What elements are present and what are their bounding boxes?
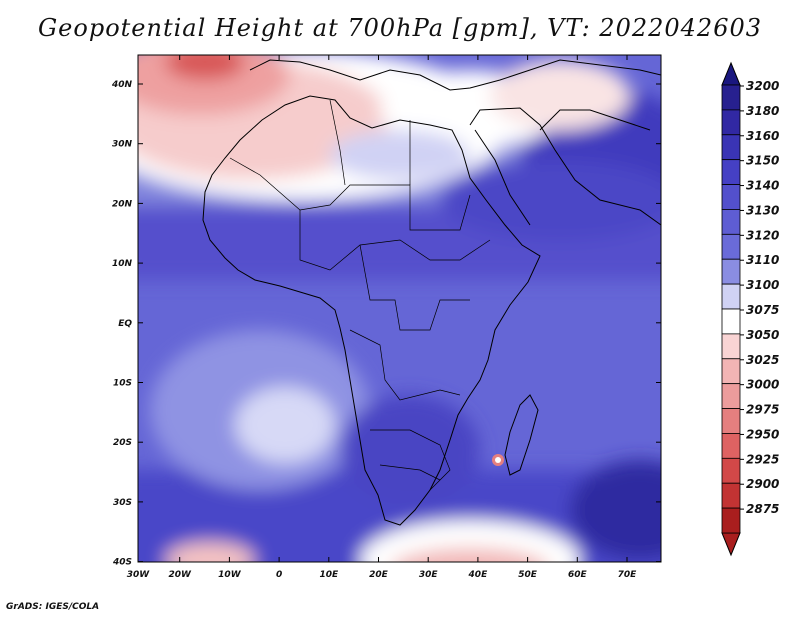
footer-credit: GrADS: IGES/COLA — [6, 602, 100, 612]
lon-tick-label: 50E — [518, 570, 538, 580]
colorbar-label: 3050 — [746, 328, 779, 342]
colorbar-swatch — [721, 209, 741, 235]
colorbar-label: 2875 — [746, 502, 779, 516]
colorbar-label: 3075 — [746, 303, 779, 317]
lon-tick-label: 20W — [168, 570, 192, 580]
colorbar-label: 2900 — [746, 477, 779, 491]
colorbar-label: 3025 — [746, 353, 779, 367]
colorbar-label: 2925 — [746, 452, 779, 466]
lat-tick-label: EQ — [118, 319, 132, 329]
colorbar-label: 3140 — [746, 179, 779, 193]
country-borders — [229, 99, 491, 491]
colorbar-label: 3120 — [746, 228, 779, 242]
lat-tick-label: 30S — [113, 498, 132, 508]
lat-tick-label: 40S — [112, 558, 132, 568]
colorbar-label: 3100 — [746, 278, 779, 292]
colorbar-label: 3150 — [746, 154, 779, 168]
colorbar-label: 2950 — [746, 427, 779, 441]
height-field — [138, 55, 661, 562]
map-frame — [137, 54, 662, 563]
lat-tick-label: 20N — [112, 199, 133, 209]
colorbar-swatch — [721, 258, 741, 285]
colorbar-swatch — [721, 507, 741, 534]
lon-tick-label: 0 — [276, 570, 282, 580]
colorbar-swatch — [721, 358, 741, 385]
colorbar-swatch — [721, 283, 741, 310]
colorbar-label: 2975 — [746, 403, 779, 417]
colorbar-bottom-arrow — [721, 532, 741, 557]
colorbar-swatch — [721, 184, 741, 210]
axis-ticks: 30W 20W 10W 0 10E 20E 30E 40E 50E 60E 70E 40N 30N 20N… — [111, 55, 661, 580]
colorbar-label: 3180 — [746, 104, 779, 118]
lon-tick-label: 30E — [419, 570, 439, 580]
colorbar-label: 3000 — [746, 378, 779, 392]
colorbar-swatch — [721, 433, 741, 459]
colorbar-label: 3110 — [746, 253, 779, 267]
colorbar-swatch — [721, 109, 741, 136]
colorbar-swatch — [721, 84, 741, 111]
colorbar-swatch — [721, 333, 741, 360]
map-title: Geopotential Height at 700hPa [gpm], VT:… — [38, 14, 762, 42]
colorbar-label: 3200 — [746, 79, 779, 93]
colorbar-label: 3130 — [746, 203, 779, 217]
lon-tick-label: 20E — [369, 570, 389, 580]
lat-tick-label: 10N — [112, 259, 133, 269]
lat-tick-label: 10S — [113, 379, 132, 389]
lon-tick-label: 10W — [218, 570, 242, 580]
coastlines — [202, 59, 661, 526]
lon-tick-label: 10E — [319, 570, 339, 580]
colorbar-swatch — [721, 457, 741, 484]
colorbar-swatch — [721, 383, 741, 409]
colorbar-swatch — [721, 134, 741, 161]
colorbar-top-arrow — [721, 61, 741, 86]
colorbar-swatch — [721, 233, 741, 260]
lat-tick-label: 20S — [113, 438, 132, 448]
lon-tick-label: 40E — [468, 570, 489, 580]
colorbar-swatch — [721, 308, 741, 335]
lon-tick-label: 70E — [618, 570, 638, 580]
colorbar-swatch — [721, 408, 741, 434]
lat-tick-label: 40N — [111, 80, 133, 90]
lon-tick-label: 60E — [568, 570, 588, 580]
colorbar-label: 3160 — [746, 129, 779, 143]
lat-tick-label: 30N — [112, 140, 133, 150]
colorbar-swatch — [721, 159, 741, 185]
lon-tick-label: 30W — [127, 570, 151, 580]
colorbar-swatch — [721, 482, 741, 509]
colorbar: 3200 3180 3160 3150 3140 3130 3120 3110 3100 3075… — [721, 61, 779, 557]
